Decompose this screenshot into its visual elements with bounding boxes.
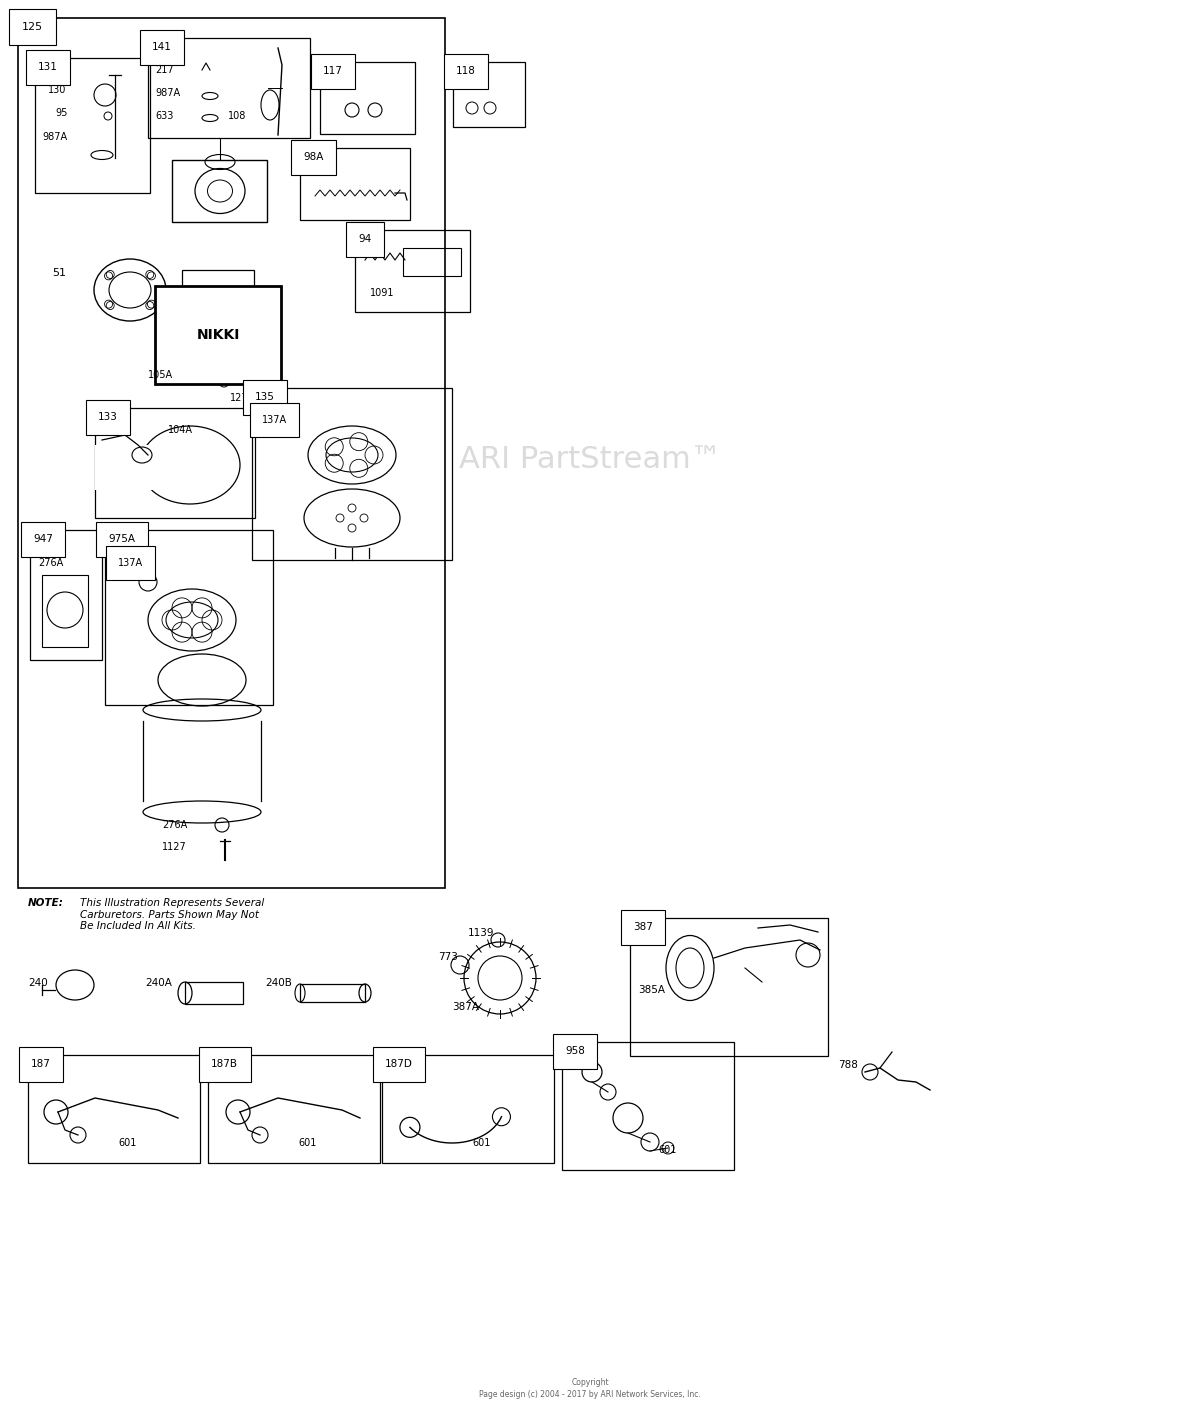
Text: 104A: 104A — [168, 425, 194, 435]
Text: 133: 133 — [98, 413, 118, 422]
Text: This Illustration Represents Several
Carburetors. Parts Shown May Not
Be Include: This Illustration Represents Several Car… — [80, 898, 264, 931]
Text: Copyright: Copyright — [571, 1378, 609, 1387]
Text: 633: 633 — [155, 111, 173, 121]
Text: 987A: 987A — [42, 132, 67, 142]
Text: 975A: 975A — [109, 534, 135, 543]
Text: NIKKI: NIKKI — [196, 328, 240, 342]
Text: 131: 131 — [38, 62, 58, 72]
Text: 98A: 98A — [303, 152, 323, 162]
Text: 385A: 385A — [638, 986, 666, 995]
Bar — [172, 161, 267, 222]
Text: 135: 135 — [255, 391, 275, 403]
Bar — [96, 408, 255, 518]
Bar — [42, 574, 88, 648]
Text: 127A: 127A — [230, 393, 255, 403]
Bar — [28, 1055, 199, 1163]
Bar — [453, 62, 525, 127]
Bar — [300, 148, 409, 220]
Text: 276A: 276A — [38, 558, 64, 567]
Text: 187B: 187B — [211, 1059, 238, 1069]
Bar — [185, 981, 243, 1004]
Text: 773: 773 — [438, 952, 458, 962]
Text: 240A: 240A — [145, 979, 172, 988]
Text: ARI PartStream™: ARI PartStream™ — [459, 445, 721, 474]
Text: 240: 240 — [28, 979, 47, 988]
Text: 108: 108 — [228, 111, 247, 121]
Bar — [35, 58, 150, 193]
Bar — [253, 389, 452, 560]
Text: 276A: 276A — [162, 819, 188, 829]
Text: 105A: 105A — [148, 370, 173, 380]
Text: 94: 94 — [358, 234, 372, 244]
Text: 387: 387 — [632, 922, 653, 932]
Bar — [355, 230, 470, 313]
Bar — [182, 270, 254, 325]
Text: 387A: 387A — [452, 1002, 479, 1012]
Bar — [208, 1055, 380, 1163]
Bar — [18, 18, 445, 888]
Text: NOTE:: NOTE: — [28, 898, 64, 908]
Text: 137A: 137A — [262, 415, 287, 425]
Text: 788: 788 — [838, 1060, 858, 1070]
Text: 1127: 1127 — [162, 842, 186, 852]
Text: 187: 187 — [31, 1059, 51, 1069]
Bar — [105, 529, 273, 705]
Bar — [404, 248, 461, 276]
Text: 601: 601 — [118, 1138, 137, 1148]
Bar — [320, 62, 415, 134]
Text: 601: 601 — [472, 1138, 491, 1148]
Bar — [96, 445, 160, 490]
Bar — [300, 984, 365, 1002]
Text: 137A: 137A — [118, 558, 143, 567]
Bar — [382, 1055, 553, 1163]
Text: 601: 601 — [658, 1145, 676, 1155]
Text: 118: 118 — [455, 66, 476, 76]
Bar — [148, 38, 310, 138]
Text: 51: 51 — [52, 268, 66, 277]
Text: 958: 958 — [565, 1046, 585, 1056]
Text: 1091: 1091 — [371, 289, 394, 298]
Bar — [30, 529, 101, 660]
Text: 217: 217 — [155, 65, 173, 75]
Text: 95: 95 — [55, 108, 67, 118]
Text: 1139: 1139 — [468, 928, 494, 938]
Text: Page design (c) 2004 - 2017 by ARI Network Services, Inc.: Page design (c) 2004 - 2017 by ARI Netwo… — [479, 1390, 701, 1400]
Text: 987A: 987A — [155, 87, 181, 99]
Bar — [562, 1042, 734, 1170]
Text: 187D: 187D — [385, 1059, 413, 1069]
Text: 130: 130 — [48, 84, 66, 94]
Text: 141: 141 — [152, 42, 172, 52]
Text: 125: 125 — [22, 23, 44, 32]
Text: 117: 117 — [323, 66, 343, 76]
Text: 947: 947 — [33, 534, 53, 543]
Text: 601: 601 — [299, 1138, 316, 1148]
Text: 240B: 240B — [266, 979, 291, 988]
Bar — [630, 918, 828, 1056]
